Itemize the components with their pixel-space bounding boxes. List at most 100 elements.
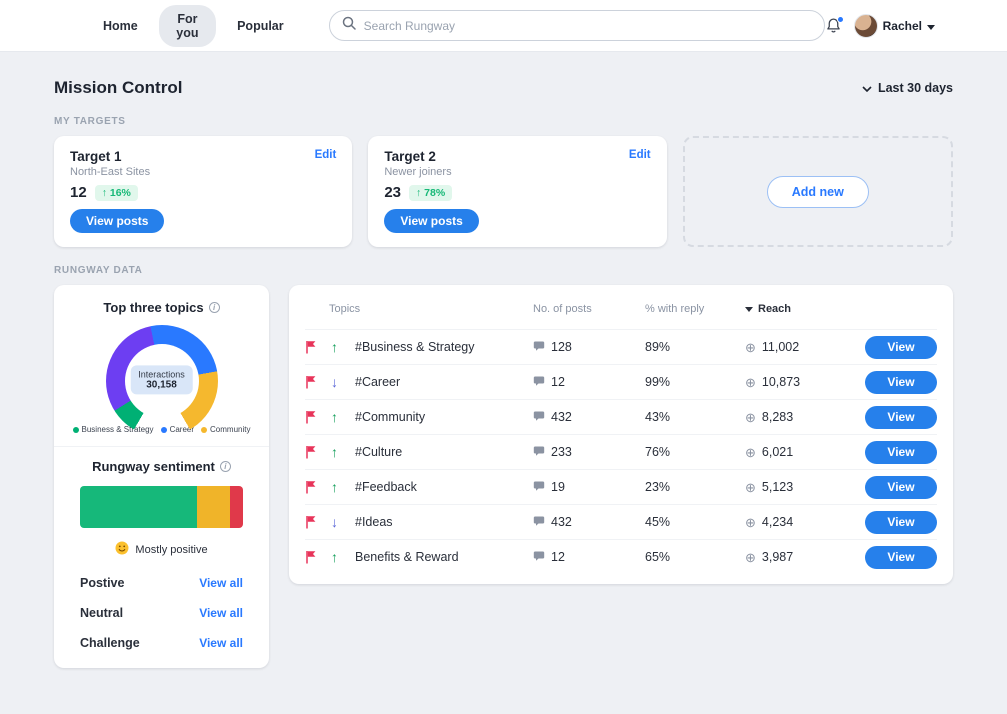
reply-percent: 99% (645, 375, 671, 389)
info-icon[interactable]: i (208, 302, 220, 313)
header-reach-sort[interactable]: Reach (745, 303, 857, 315)
flag-icon (305, 515, 331, 529)
view-button[interactable]: View (865, 335, 937, 359)
sentiment-row-positive: Postive View all (66, 568, 257, 598)
insights-card: Top three topics i Interactions 30,158 B… (54, 285, 269, 668)
reach-count: 4,234 (761, 515, 794, 529)
view-button[interactable]: View (865, 510, 937, 534)
posts-count: 432 (551, 515, 572, 529)
legend-item: Community (201, 425, 250, 434)
trend-icon: ↑ (331, 444, 338, 460)
header-topics: Topics (329, 303, 361, 315)
table-row: ↑ Benefits & Reward 12 65% ⊕ 3,987 View (305, 539, 937, 574)
view-all-link[interactable]: View all (199, 576, 243, 590)
trend-icon: ↑ (331, 549, 338, 565)
posts-count: 233 (551, 445, 572, 459)
chevron-down-icon (862, 81, 872, 95)
user-menu[interactable]: Rachel (853, 13, 935, 38)
info-icon[interactable]: i (219, 461, 231, 472)
target-count: 12 (70, 184, 87, 201)
reach-icon: ⊕ (745, 374, 756, 390)
legend-label: Business & Strategy (81, 425, 154, 434)
trend-icon: ↑ (331, 479, 338, 495)
reach-count: 8,283 (761, 410, 794, 424)
view-all-link[interactable]: View all (199, 636, 243, 650)
view-button[interactable]: View (865, 405, 937, 429)
view-all-link[interactable]: View all (199, 606, 243, 620)
table-header-row: Topics No. of posts % with reply Reach (305, 289, 937, 329)
reach-count: 6,021 (761, 445, 794, 459)
flag-icon (305, 375, 331, 389)
date-range-label: Last 30 days (877, 81, 953, 95)
reach-icon: ⊕ (745, 549, 756, 565)
legend-item: Business & Strategy (72, 425, 154, 434)
search-icon (342, 16, 356, 35)
divider (54, 446, 269, 447)
sentiment-summary-text: Mostly positive (135, 543, 208, 556)
topics-donut (105, 325, 218, 437)
search-bar (328, 10, 825, 41)
avatar (853, 13, 878, 38)
reach-icon: ⊕ (745, 514, 756, 530)
target-subtitle: North-East Sites (70, 166, 151, 178)
sentiment-row-challenge: Challenge View all (66, 628, 257, 658)
reply-percent: 43% (645, 410, 671, 424)
view-button[interactable]: View (865, 440, 937, 464)
top-topics-title-text: Top three topics (103, 300, 204, 315)
sentiment-bar-chart (80, 486, 243, 528)
view-posts-button[interactable]: View posts (384, 209, 479, 233)
posts-icon (533, 340, 545, 355)
posts-count: 12 (551, 550, 565, 564)
posts-count: 432 (551, 410, 572, 424)
page-header: Mission Control Last 30 days (54, 78, 953, 98)
view-posts-button[interactable]: View posts (70, 209, 165, 233)
interactions-label: Interactions (138, 369, 185, 380)
top-topics-title: Top three topics i (66, 300, 257, 315)
topics-table-card: Topics No. of posts % with reply Reach ↑… (289, 285, 953, 584)
nav-tab-home[interactable]: Home (88, 12, 153, 40)
search-input[interactable] (363, 18, 812, 33)
reply-percent: 76% (645, 445, 671, 459)
target-count: 23 (384, 184, 402, 201)
topic-name: #Culture (355, 445, 403, 459)
legend-label: Community (210, 425, 251, 434)
posts-icon (533, 550, 545, 565)
sentiment-title: Rungway sentiment i (66, 459, 257, 474)
add-new-button[interactable]: Add new (766, 175, 869, 208)
flag-icon (305, 480, 331, 494)
edit-target-link[interactable]: Edit (314, 149, 337, 161)
navbar-right: Rachel (825, 13, 935, 38)
view-button[interactable]: View (865, 370, 937, 394)
view-button[interactable]: View (865, 475, 937, 499)
topics-donut-chart: Interactions 30,158 (105, 325, 218, 437)
table-row: ↓ #Ideas 432 45% ⊕ 4,234 View (305, 504, 937, 539)
top-navbar: Home For you Popular Rachel (0, 0, 1007, 52)
topic-name: #Business & Strategy (355, 340, 475, 354)
target-title: Target 2 (384, 149, 436, 164)
trend-icon: ↑ (331, 339, 338, 355)
header-posts: No. of posts (533, 303, 592, 315)
sentiment-segment-challenge (229, 486, 243, 528)
flag-icon (305, 410, 331, 424)
posts-count: 12 (551, 375, 565, 389)
notifications-bell-icon[interactable] (825, 15, 844, 35)
sentiment-rows: Postive View all Neutral View all Challe… (66, 568, 257, 658)
posts-count: 128 (551, 340, 572, 354)
header-reply: % with reply (645, 303, 705, 315)
view-button[interactable]: View (865, 545, 937, 569)
reach-icon: ⊕ (745, 409, 756, 425)
sort-descending-icon (745, 306, 753, 312)
flag-icon (305, 340, 331, 354)
trend-icon: ↓ (331, 374, 338, 390)
sentiment-row-label: Neutral (80, 606, 124, 620)
date-range-dropdown[interactable]: Last 30 days (862, 81, 953, 95)
sentiment-row-label: Postive (80, 576, 125, 590)
target-metrics: 23 ↑ 78% (384, 184, 650, 201)
rungway-data-section-label: RUNGWAY DATA (54, 265, 143, 276)
edit-target-link[interactable]: Edit (628, 149, 651, 161)
nav-tab-popular[interactable]: Popular (222, 12, 299, 40)
posts-icon (533, 480, 545, 495)
reply-percent: 89% (645, 340, 671, 354)
table-row: ↑ #Community 432 43% ⊕ 8,283 View (305, 399, 937, 434)
nav-tab-for-you[interactable]: For you (158, 4, 217, 47)
